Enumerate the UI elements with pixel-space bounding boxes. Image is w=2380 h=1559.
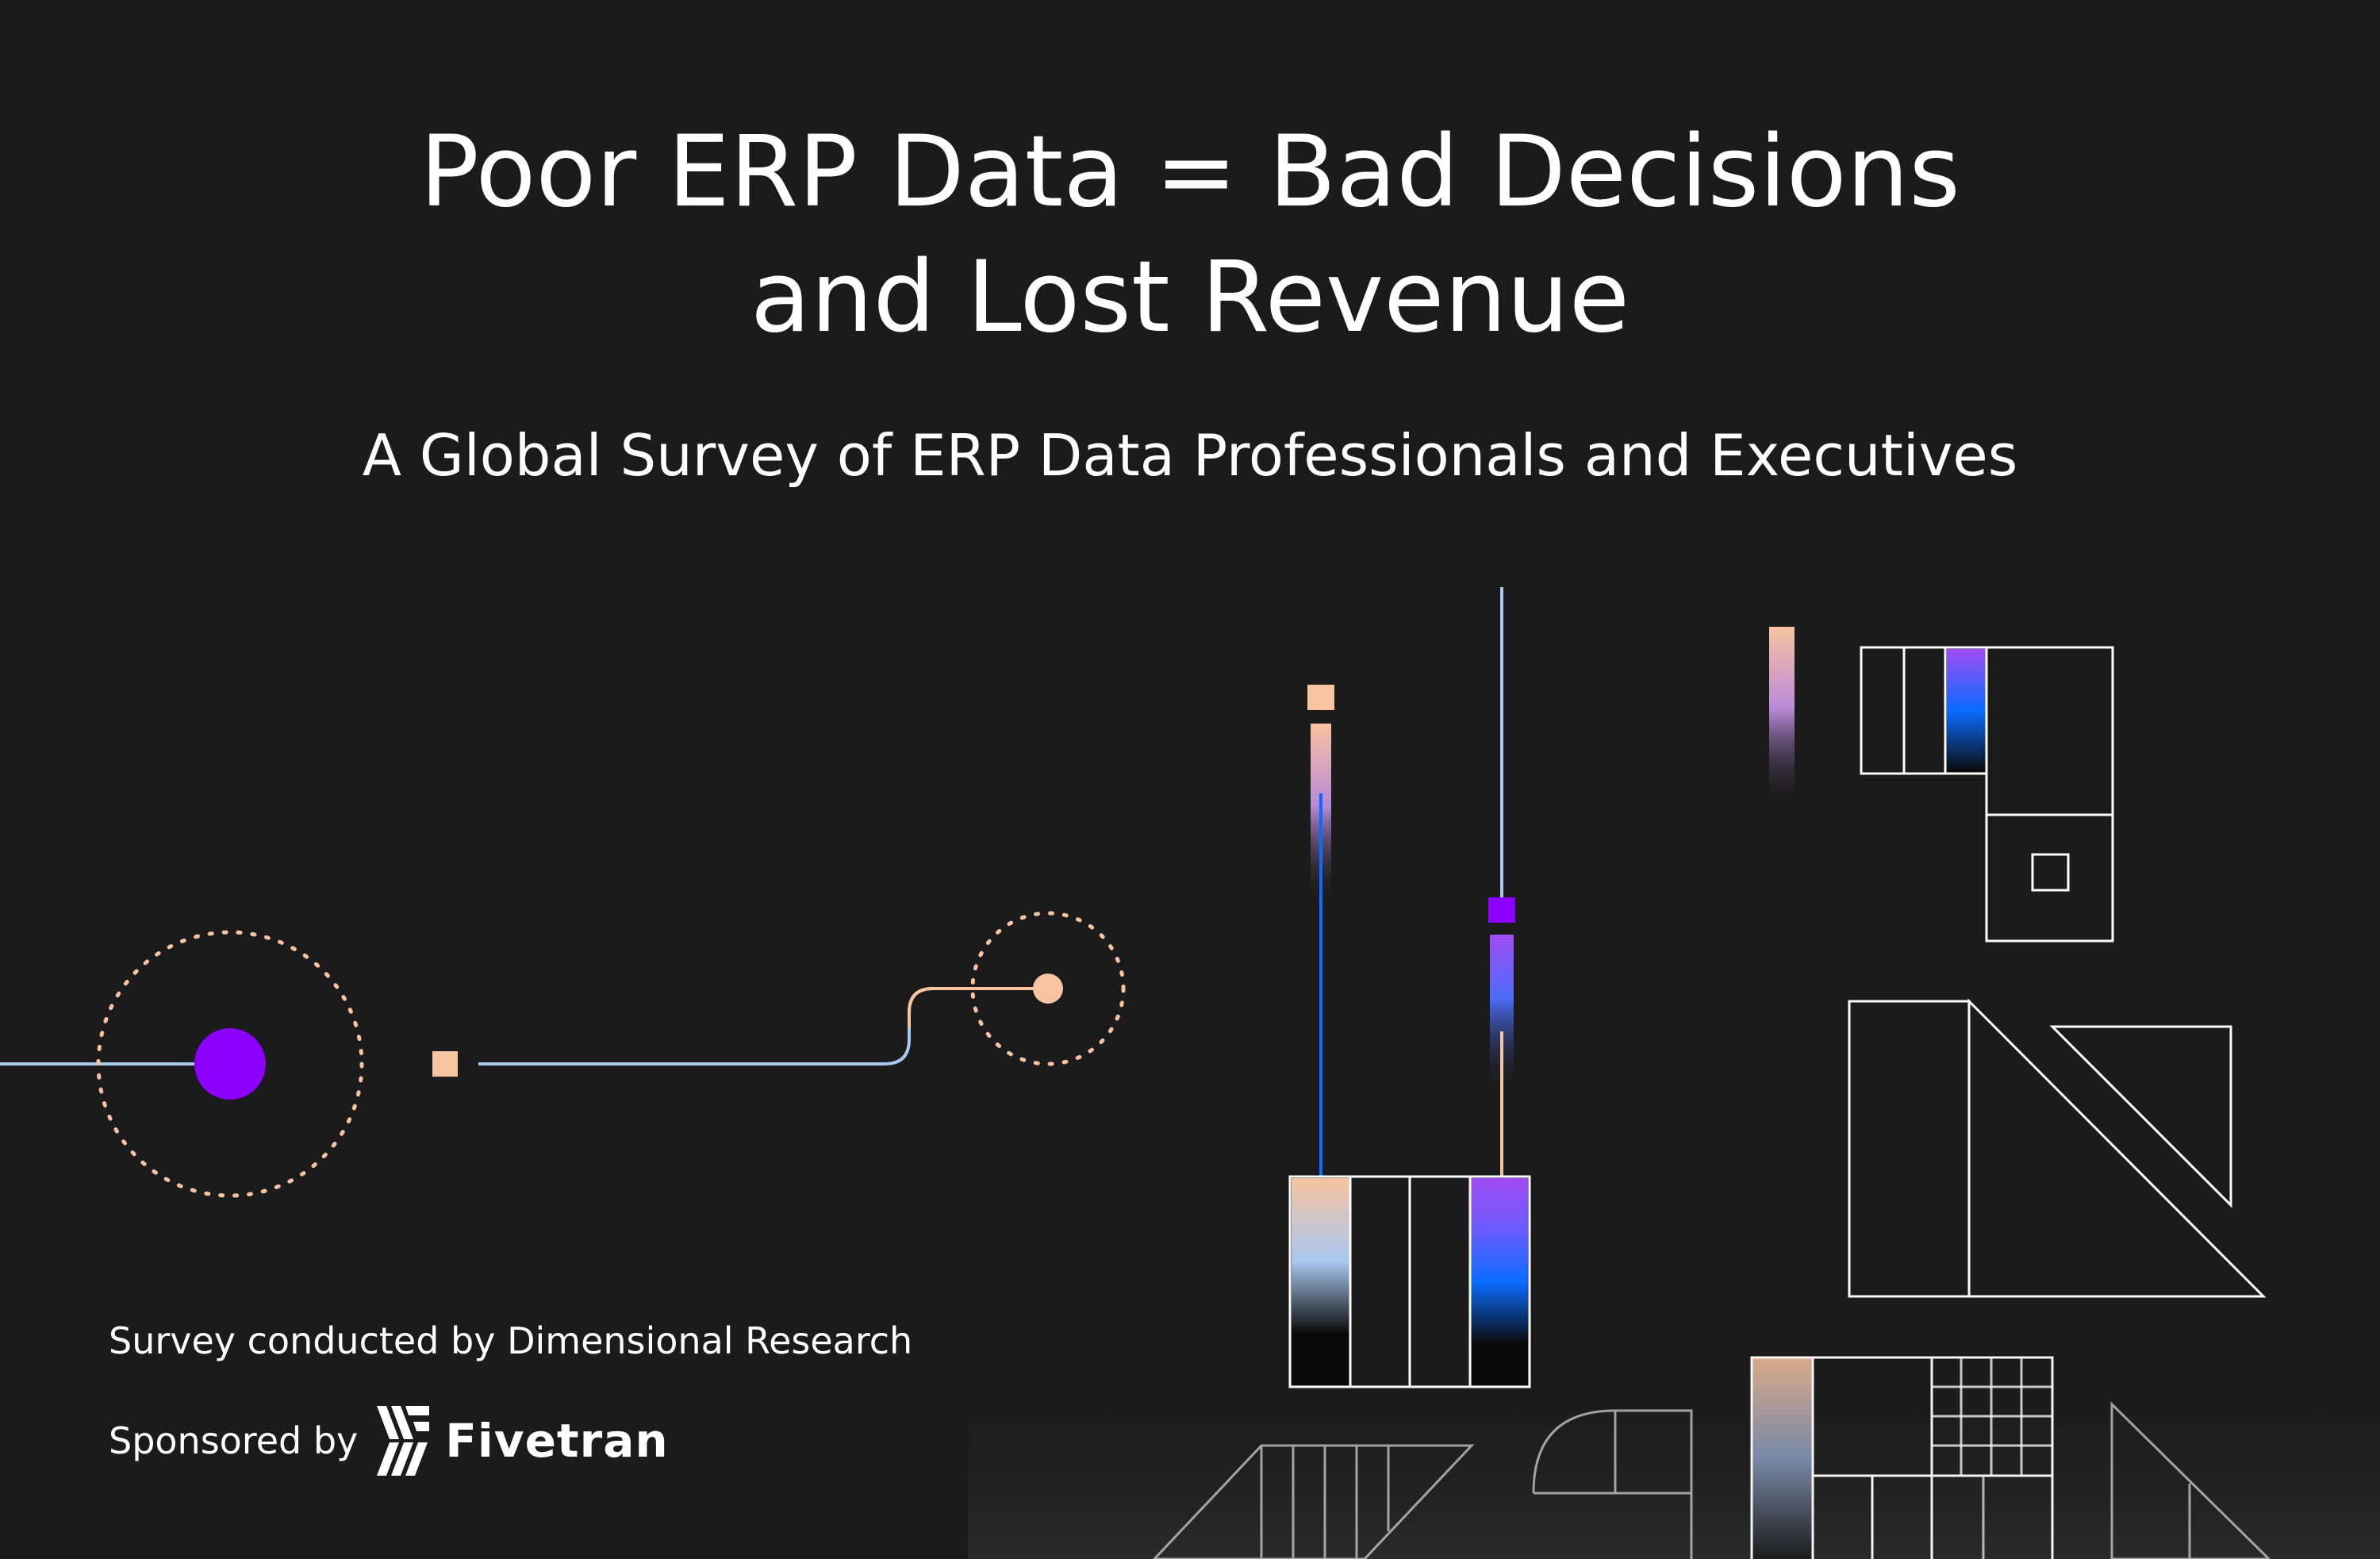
fivetran-wordmark: Fivetran: [445, 1414, 669, 1468]
sponsor-label: Sponsored by: [109, 1419, 359, 1462]
grid-block-bottom: [1750, 1356, 2054, 1559]
fivetran-logo-mark-icon: [377, 1406, 430, 1476]
bar-fill-4: [1470, 1178, 1528, 1385]
report-title: Poor ERP Data = Bad Decisions and Lost R…: [0, 109, 2380, 360]
purple-node: [194, 1028, 266, 1100]
tall-line-group: [1769, 627, 1795, 1357]
connector-path: [478, 987, 1048, 1066]
connector-path-peach: [908, 987, 1048, 1028]
report-title-line-1: Poor ERP Data = Bad Decisions: [420, 115, 1960, 229]
faded-outlines-bottom: [1152, 1401, 2271, 1559]
bottom-fade: [968, 1341, 2380, 1559]
purple-tick: [1488, 897, 1515, 923]
peach-tick: [1307, 685, 1334, 710]
sponsor-row: Sponsored by Fivetran: [109, 1403, 669, 1479]
triangle-shapes: [1848, 998, 2267, 1298]
peach-square-node: [432, 1051, 458, 1077]
report-title-line-2: and Lost Revenue: [750, 240, 1630, 355]
report-subtitle: A Global Survey of ERP Data Professional…: [362, 422, 2018, 489]
grid-shape-top-right: [1860, 646, 2114, 943]
connector-graphic: [0, 911, 1126, 1198]
survey-credit: Survey conducted by Dimensional Research: [109, 1319, 913, 1362]
bar-box-left: [1288, 587, 1531, 1388]
dotted-ring-large: [96, 930, 364, 1198]
peach-node: [1033, 973, 1063, 1004]
bar-fill-1: [1292, 1178, 1350, 1385]
dotted-ring-small: [970, 911, 1126, 1066]
fivetran-logo: Fivetran: [375, 1404, 668, 1477]
